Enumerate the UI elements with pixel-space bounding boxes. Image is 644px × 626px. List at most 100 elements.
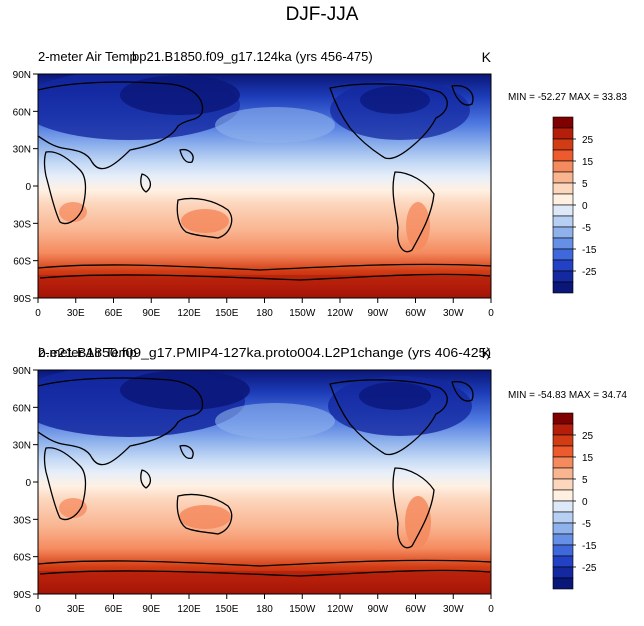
lon-tick-label: 30E (67, 604, 85, 615)
lat-tick-label: 0 (25, 182, 31, 193)
colorbar-segment (552, 489, 574, 502)
colorbar-segment (552, 522, 574, 535)
lon-tick-label: 0 (35, 604, 41, 615)
panel-1-units: K (482, 49, 492, 65)
colorbar-label: 15 (582, 453, 594, 464)
colorbar-segment (552, 237, 574, 250)
colorbar-label: 5 (582, 179, 588, 190)
lat-tick-label: 0 (25, 478, 31, 489)
lon-tick-label: 150W (289, 308, 316, 319)
panel-1-colorbar: 25 15 5 0 -5 -15 -25 (552, 116, 597, 294)
colorbar-segment (552, 445, 574, 458)
colorbar-segment (552, 127, 574, 140)
colorbar-segment (552, 160, 574, 173)
panel-2-title-case: b.e21.B1850.f09_g17.PMIP4-127ka.proto004… (38, 345, 491, 360)
colorbar-label: -15 (582, 541, 597, 552)
colorbar-segment (552, 566, 574, 579)
colorbar-label: 15 (582, 157, 594, 168)
colorbar-segment (552, 467, 574, 480)
panel-2-units: K (482, 345, 492, 361)
lat-tick-label: 90N (13, 366, 31, 377)
colorbar-segment (552, 577, 574, 590)
lat-tick-label: 90N (13, 70, 31, 81)
colorbar-segment (552, 171, 574, 184)
colorbar-segment (552, 544, 574, 557)
lat-tick-label: 30S (13, 515, 31, 526)
colorbar-segment (552, 511, 574, 524)
colorbar-segment (552, 116, 574, 129)
lon-tick-label: 90E (142, 604, 160, 615)
colorbar-label: 25 (582, 431, 594, 442)
lon-tick-label: 90W (367, 308, 388, 319)
lon-tick-label: 150E (215, 604, 239, 615)
panel-2-map (38, 370, 491, 594)
lat-tick-label: 30N (13, 145, 31, 156)
lon-tick-label: 60E (105, 308, 123, 319)
panel-2-title-variable: 2-meter Air Temp (38, 345, 137, 360)
colorbar-label: -5 (582, 223, 591, 234)
colorbar-segment (552, 215, 574, 228)
lon-tick-label: 180 (256, 308, 273, 319)
colorbar-segment (552, 500, 574, 513)
panel-2-lat-axis: 90N 60N 30N 0 30S 60S 90S (13, 366, 38, 601)
lat-tick-label: 60S (13, 553, 31, 564)
lon-tick-label: 0 (35, 308, 41, 319)
lon-tick-label: 90E (142, 308, 160, 319)
colorbar-label: 25 (582, 135, 594, 146)
lat-tick-label: 90S (13, 294, 31, 305)
colorbar-segment (552, 412, 574, 425)
colorbar-segment (552, 478, 574, 491)
lat-tick-label: 30S (13, 219, 31, 230)
panel-2-coastlines (38, 377, 491, 577)
lon-tick-label: 120W (327, 308, 354, 319)
lon-tick-label: 150W (289, 604, 316, 615)
colorbar-segment (552, 533, 574, 546)
panel-1-title-case: bp21.B1850.f09_g17.124ka (yrs 456-475) (132, 49, 373, 64)
panel-1-stats: MIN = -52.27 MAX = 33.83 (508, 92, 627, 103)
colorbar-segment (552, 204, 574, 217)
panel-2-lon-axis: 0 30E 60E 90E 120E 150E 180 150W 120W 90W 60W 30W 0 (35, 594, 494, 615)
lon-tick-label: 180 (256, 604, 273, 615)
panel-1-title-variable: 2-meter Air Temp (38, 49, 137, 64)
lon-tick-label: 90W (367, 604, 388, 615)
colorbar-segment (552, 423, 574, 436)
panel-2: 2-meter Air Temp b.e21.B1850.f09_g17.PMI… (13, 345, 628, 615)
colorbar-segment (552, 149, 574, 162)
lat-tick-label: 60N (13, 107, 31, 118)
colorbar-label: -25 (582, 267, 597, 278)
panel-1-coastlines (38, 81, 491, 281)
colorbar-segment (552, 456, 574, 469)
lon-tick-label: 30W (443, 308, 464, 319)
colorbar-segment (552, 555, 574, 568)
lon-tick-label: 0 (488, 604, 494, 615)
lon-tick-label: 120E (177, 308, 201, 319)
panel-2-stats: MIN = -54.83 MAX = 34.74 (508, 390, 627, 401)
colorbar-segment (552, 259, 574, 272)
lon-tick-label: 120E (177, 604, 201, 615)
colorbar-label: 0 (582, 497, 588, 508)
panel-1-lon-axis: 0 30E 60E 90E 120E 150E 180 150W 120W 90W 60W 30W 0 (35, 298, 494, 319)
colorbar-segment (552, 182, 574, 195)
colorbar-label: -15 (582, 245, 597, 256)
lon-tick-label: 30W (443, 604, 464, 615)
colorbar-segment (552, 138, 574, 151)
colorbar-label: 0 (582, 201, 588, 212)
lon-tick-label: 60E (105, 604, 123, 615)
colorbar-segment (552, 434, 574, 447)
lon-tick-label: 60W (405, 604, 426, 615)
lon-tick-label: 150E (215, 308, 239, 319)
colorbar-label: 5 (582, 475, 588, 486)
lon-tick-label: 30E (67, 308, 85, 319)
colorbar-segment (552, 193, 574, 206)
colorbar-label: -25 (582, 563, 597, 574)
lat-tick-label: 90S (13, 590, 31, 601)
panel-2-colorbar: 25 15 5 0 -5 -15 -25 (552, 412, 597, 590)
colorbar-label: -5 (582, 519, 591, 530)
colorbar-segment (552, 226, 574, 239)
figure-title: DJF-JJA (286, 4, 359, 25)
lat-tick-label: 60N (13, 403, 31, 414)
lon-tick-label: 60W (405, 308, 426, 319)
lon-tick-label: 0 (488, 308, 494, 319)
panel-1-lat-axis: 90N 60N 30N 0 30S 60S 90S (13, 70, 38, 305)
